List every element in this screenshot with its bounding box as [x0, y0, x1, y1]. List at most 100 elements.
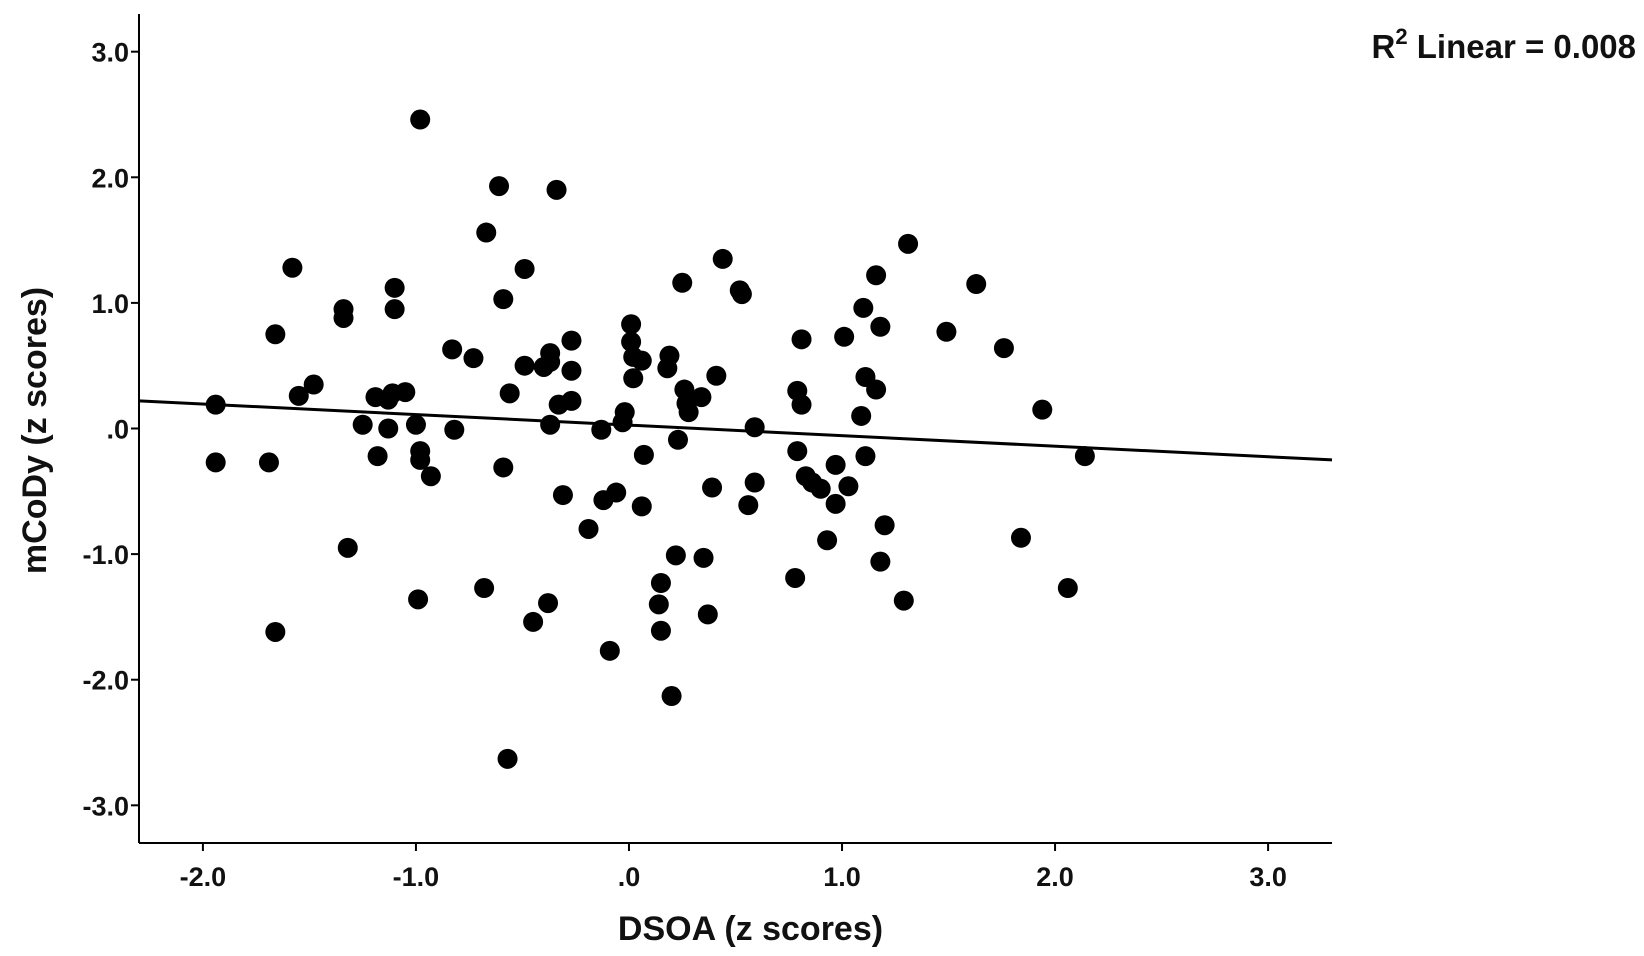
- data-point: [650, 572, 671, 593]
- y-tick-label: -1.0: [82, 540, 129, 570]
- data-point: [205, 452, 226, 473]
- data-point: [546, 179, 567, 200]
- data-point: [444, 419, 465, 440]
- data-point: [420, 466, 441, 487]
- data-point: [702, 477, 723, 498]
- data-point: [499, 383, 520, 404]
- data-points: [205, 109, 1095, 769]
- data-point: [408, 589, 429, 610]
- data-point: [410, 449, 431, 470]
- y-axis-title: mCoDy (z scores): [16, 287, 54, 574]
- data-point: [874, 515, 895, 536]
- data-point: [514, 355, 535, 376]
- data-point: [870, 551, 891, 572]
- data-point: [333, 307, 354, 328]
- data-point: [648, 594, 669, 615]
- data-point: [552, 485, 573, 506]
- data-point: [378, 389, 399, 410]
- data-point: [612, 412, 633, 433]
- data-point: [1032, 399, 1053, 420]
- data-point: [493, 289, 514, 310]
- data-point: [288, 385, 309, 406]
- data-point: [898, 233, 919, 254]
- y-tick-label: .0: [106, 415, 129, 445]
- data-point: [621, 331, 642, 352]
- r2-label-sup: 2: [1395, 24, 1407, 49]
- data-point: [672, 272, 693, 293]
- x-tick-label: -2.0: [180, 862, 227, 892]
- data-point: [282, 257, 303, 278]
- data-point: [514, 258, 535, 279]
- data-point: [384, 299, 405, 320]
- data-point: [561, 360, 582, 381]
- data-point: [851, 405, 872, 426]
- data-point: [493, 457, 514, 478]
- data-point: [578, 518, 599, 539]
- data-point: [258, 452, 279, 473]
- data-point: [367, 446, 388, 467]
- data-point: [476, 222, 497, 243]
- data-point: [825, 493, 846, 514]
- data-point: [785, 567, 806, 588]
- data-point: [1074, 446, 1095, 467]
- data-point: [791, 329, 812, 350]
- data-point: [787, 441, 808, 462]
- data-point: [384, 277, 405, 298]
- data-point: [533, 356, 554, 377]
- data-point: [817, 530, 838, 551]
- data-point: [661, 686, 682, 707]
- data-point: [540, 414, 561, 435]
- fit-line: [138, 399, 1333, 462]
- data-point: [442, 339, 463, 360]
- data-point: [497, 748, 518, 769]
- y-tick-label: 2.0: [91, 163, 129, 193]
- data-point: [731, 284, 752, 305]
- data-point: [678, 402, 699, 423]
- data-point: [633, 444, 654, 465]
- x-tick-label: 3.0: [1249, 862, 1287, 892]
- data-point: [538, 593, 559, 614]
- data-point: [665, 545, 686, 566]
- y-tick-label: -2.0: [82, 666, 129, 696]
- data-point: [1057, 578, 1078, 599]
- data-point: [866, 265, 887, 286]
- x-tick-label: 2.0: [1036, 862, 1074, 892]
- data-point: [303, 374, 324, 395]
- x-axis-title: DSOA (z scores): [618, 910, 883, 948]
- data-point: [410, 109, 431, 130]
- data-point: [623, 368, 644, 389]
- data-point: [474, 578, 495, 599]
- data-point: [523, 611, 544, 632]
- x-tick-label: -1.0: [393, 862, 440, 892]
- data-point: [352, 414, 373, 435]
- data-point: [265, 621, 286, 642]
- data-point: [657, 358, 678, 379]
- y-tick-label: -3.0: [82, 791, 129, 821]
- data-point: [463, 348, 484, 369]
- data-point: [667, 429, 688, 450]
- data-point: [631, 496, 652, 517]
- data-point: [936, 321, 957, 342]
- data-point: [870, 316, 891, 337]
- data-point: [650, 620, 671, 641]
- data-point: [621, 314, 642, 335]
- data-point: [993, 338, 1014, 359]
- data-point: [855, 446, 876, 467]
- data-point: [697, 604, 718, 625]
- data-point: [966, 274, 987, 295]
- axis-ticks: 3.0 2.0 1.0 .0 -1.0 -2.0 -3.0 -2.0 -1.0 .0 1.0 2.0 3…: [82, 38, 1286, 892]
- data-point: [378, 418, 399, 439]
- data-point: [834, 326, 855, 347]
- data-point: [265, 324, 286, 345]
- data-point: [1010, 527, 1031, 548]
- data-point: [337, 537, 358, 558]
- data-point: [599, 640, 620, 661]
- r2-label-base: R: [1372, 28, 1396, 65]
- data-point: [744, 472, 765, 493]
- data-point: [810, 478, 831, 499]
- data-point: [548, 394, 569, 415]
- r2-annotation: R2 Linear = 0.008: [1372, 24, 1636, 65]
- data-point: [838, 476, 859, 497]
- data-point: [561, 330, 582, 351]
- data-point: [712, 248, 733, 269]
